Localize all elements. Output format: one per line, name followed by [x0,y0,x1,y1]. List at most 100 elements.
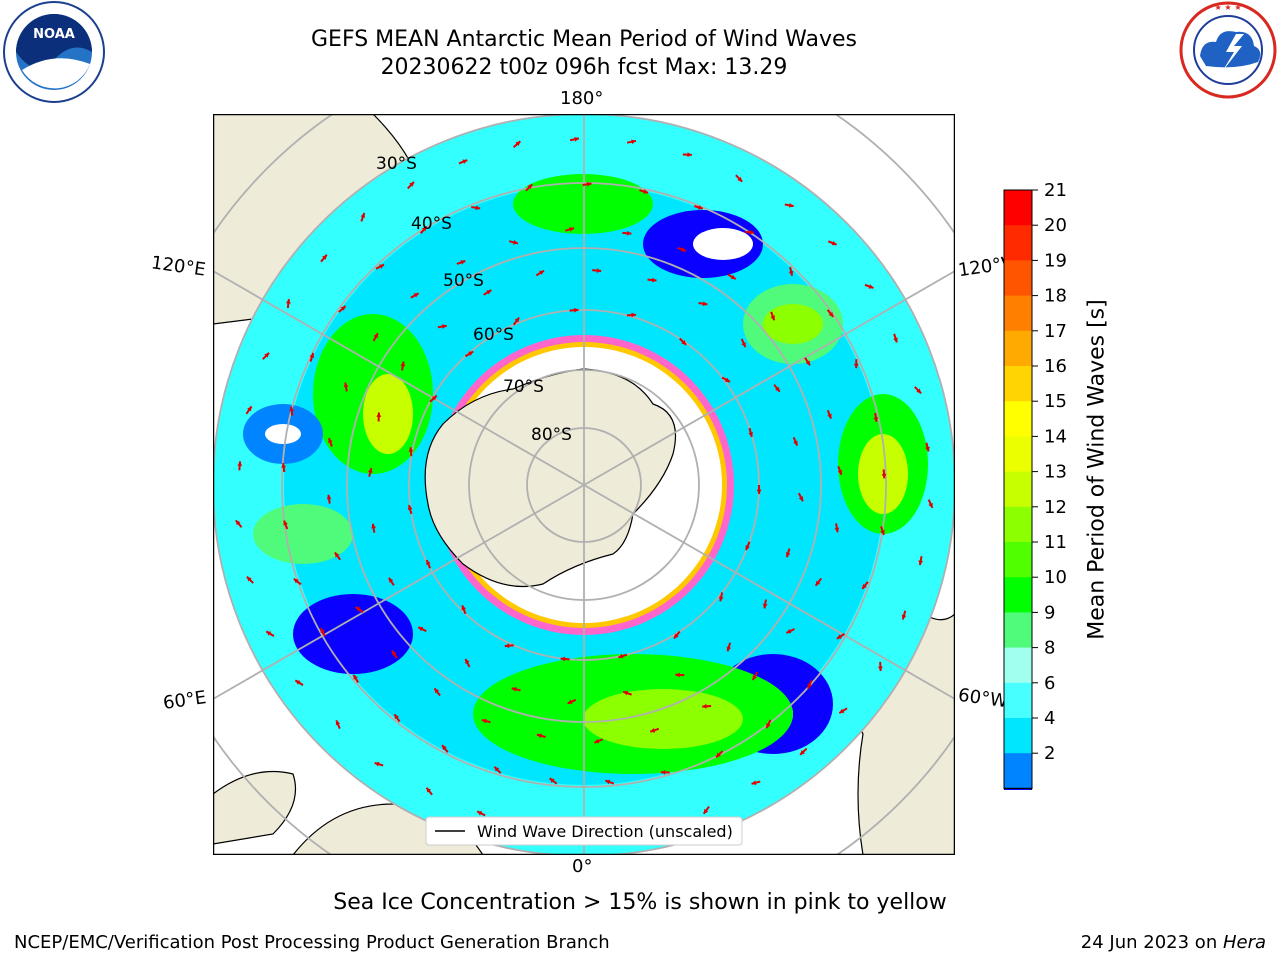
colorbar-tick-label: 21 [1044,182,1067,201]
lon-label-60e: 60°E [161,687,208,714]
colorbar-tick-label: 13 [1044,462,1067,483]
wave-arrow-head [730,274,736,280]
wave-arrow-head [660,769,666,775]
wave-arrow-head [407,505,413,511]
colorbar-segment [1004,718,1032,754]
wave-arrow-head [916,388,922,394]
wave-arrow-head [511,686,517,692]
colorbar-tick-label: 9 [1044,602,1055,623]
wave-arrow-head [737,176,743,182]
wave-arrow-head [504,643,510,649]
wave-arrow-head [353,674,358,680]
wave-arrow-head [326,494,332,500]
wave-arrow-head [247,406,252,412]
wave-arrow-head [574,136,579,142]
wave-arrow-head [605,779,611,785]
lat-label-40s: 40°S [411,214,452,234]
wave-arrow-head [805,360,810,366]
colorbar-segment [1004,647,1032,684]
colorbar-tick-label: 20 [1044,215,1067,236]
colorbar-tick-label: 8 [1044,638,1055,659]
colorbar-segments [1003,189,1033,790]
wave-arrow-head [726,646,732,652]
noaa-logo: NOAA [3,1,105,103]
map-title: GEFS MEAN Antarctic Mean Period of Wind … [311,27,857,52]
antarctic-map: 30°S 40°S 50°S 60°S 70°S 80°S Wind Wave … [213,114,955,855]
wave-arrow-head [391,650,397,656]
wind-wave-arrows [235,136,934,832]
lat-label-80s: 80°S [531,425,572,445]
wave-arrow-head [421,226,427,232]
wave-arrow-head [235,520,241,526]
wave-arrow-head [798,496,804,502]
wave-arrow-head [515,141,521,146]
wave-arrow-head [925,446,930,452]
colorbar-tick-label: 17 [1044,321,1067,342]
wave-arrow-head [283,520,288,526]
wave-arrow-head [807,683,812,689]
wave-arrow-head [741,342,746,348]
wave-arrow-head [834,527,840,533]
wave-arrow-head [418,626,424,632]
wave-arrow-head [293,578,299,584]
wave-arrow-head [394,714,399,720]
wave-arrow-head [431,395,437,401]
wave-arrow-head [539,270,545,276]
wave-arrow-head [643,189,649,194]
wave-arrow-head [289,406,295,412]
colorbar-segment [1004,330,1032,367]
wave-arrow-head [367,468,373,473]
wave-arrow-head [680,247,686,252]
colorbar-segment [1004,542,1032,578]
wave-arrow-head [745,545,750,551]
colorbar-tick-label: 4 [1044,708,1055,729]
wave-arrow-head [379,264,385,269]
wave-arrow-head [831,240,837,246]
wave-arrow-head [725,377,731,382]
wave-arrow-head [697,205,703,210]
wave-arrow-head [702,301,708,307]
wave-arrow-head [264,352,270,358]
wave-arrow-head [426,787,432,793]
wave-arrow-head [586,181,592,187]
colorbar-tick-label: 10 [1044,567,1067,588]
colorbar-segment [1004,401,1032,437]
wave-arrow-head [328,438,333,444]
colorbar-segment [1004,612,1032,649]
wave-arrow-head [748,432,754,437]
colorbar-tick-label: 14 [1044,426,1067,447]
wave-arrow-head [281,463,287,468]
wave-arrow-head [675,672,680,678]
graticule [213,114,955,855]
wave-arrow-head [400,361,406,367]
wave-arrow-head [839,708,845,714]
wave-arrow-head [752,675,757,681]
lon-label-120e: 120°E [149,252,207,281]
wave-arrow-head [335,720,341,726]
wave-arrow-head [800,749,805,755]
wave-arrow-head [462,159,468,164]
wave-arrow-head [718,596,724,602]
colorbar-tick-label: 2 [1044,743,1055,764]
wave-arrow-head [340,306,346,311]
wave-arrow-head [702,703,707,709]
wave-arrow-head [434,688,440,694]
colorbar-tick-label: 16 [1044,356,1067,377]
wave-arrow-head [320,628,325,634]
wave-arrow-head [918,560,924,566]
wave-arrow-head [373,333,378,339]
wave-arrow-head [793,440,798,446]
wave-arrow-head [477,811,483,816]
colorbar-segment [1004,682,1032,719]
wave-arrow-head [237,461,243,466]
wave-arrow-head [651,277,657,283]
wave-arrow-head [623,690,629,696]
colorbar-segment [1004,577,1032,613]
wave-arrow-head [442,324,447,329]
footer-date: 24 Jun 2023 on Hera [1080,932,1266,953]
wave-arrow-head [569,227,574,232]
wave-arrow-head [513,240,518,245]
wave-arrow-head [596,268,602,273]
colorbar-segment [1004,190,1032,226]
colorbar-segment [1004,753,1032,789]
